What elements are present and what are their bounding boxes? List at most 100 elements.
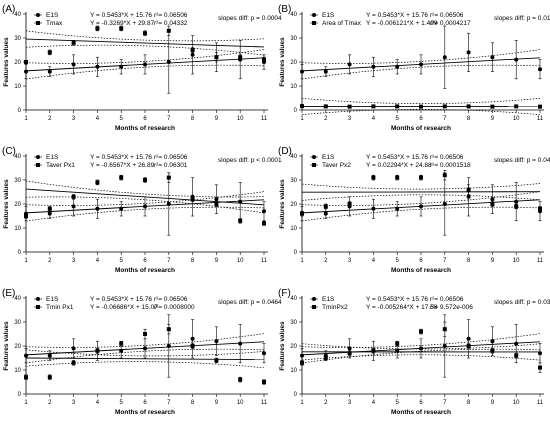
x-tick-label: 6 — [143, 258, 147, 264]
x-tick-label: 9 — [491, 400, 495, 406]
data-point-2 — [238, 55, 243, 60]
x-tick-label: 3 — [348, 258, 352, 264]
x-tick-label: 3 — [348, 116, 352, 122]
data-point-1 — [262, 351, 266, 356]
y-tick-label: 20 — [290, 60, 297, 66]
y-tick-label: 40 — [14, 12, 21, 18]
y-tick-label: 10 — [14, 226, 21, 232]
data-point-2 — [395, 104, 400, 109]
x-tick-label: 8 — [467, 116, 471, 122]
panel-letter: (E) — [2, 288, 15, 299]
data-point-1 — [490, 197, 495, 202]
ci-upper-2 — [301, 343, 541, 350]
data-point-1 — [442, 202, 447, 206]
x-tick-label: 11 — [261, 400, 268, 406]
x-tick-label: 3 — [348, 400, 352, 406]
x-tick-label: 2 — [48, 258, 52, 264]
data-point-2 — [490, 348, 495, 353]
data-point-1 — [143, 62, 147, 67]
x-tick-label: 9 — [215, 116, 219, 122]
r2-1: r²= 0.06506 — [430, 154, 464, 161]
r2-1: r²= 0.06506 — [430, 296, 464, 303]
x-tick-label: 1 — [300, 400, 304, 406]
data-point-2 — [166, 327, 171, 332]
x-tick-label: 5 — [396, 258, 400, 264]
x-tick-label: 8 — [191, 258, 195, 264]
y-tick-label: 0 — [294, 250, 298, 256]
data-point-1 — [24, 69, 28, 74]
data-point-2 — [538, 104, 542, 109]
panel-e: (E) E1S Y = 0.5453*X + 15.76 r²= 0.06506 Tmi… — [2, 288, 282, 416]
x-axis-label: Months of research — [391, 125, 451, 132]
x-tick-label: 3 — [72, 400, 76, 406]
ci-upper-2 — [25, 349, 265, 357]
data-point-1 — [95, 64, 100, 69]
panel-c: (C) E1S Y = 0.5453*X + 15.76 r²= 0.06506 Tav… — [2, 146, 282, 274]
data-point-2 — [119, 26, 124, 31]
x-tick-label: 4 — [96, 400, 100, 406]
y-tick-label: 10 — [290, 84, 297, 90]
data-point-2 — [419, 329, 423, 334]
data-point-1 — [143, 204, 147, 209]
data-point-2 — [166, 28, 171, 33]
data-point-2 — [442, 173, 447, 178]
y-tick-label: 30 — [290, 36, 297, 42]
data-point-1 — [300, 69, 304, 74]
y-tick-label: 10 — [14, 368, 21, 374]
x-tick-label: 10 — [513, 116, 520, 122]
data-point-2 — [214, 55, 219, 60]
data-point-1 — [466, 50, 471, 55]
data-point-2 — [214, 358, 219, 363]
r2-2: r²= 0.06301 — [154, 162, 188, 169]
regression-line-2 — [25, 38, 265, 48]
data-point-2 — [300, 104, 304, 109]
x-tick-label: 2 — [324, 258, 328, 264]
equation-1: Y = 0.5453*X + 15.76 — [366, 296, 428, 303]
x-tick-label: 4 — [372, 400, 376, 406]
legend-label-2: Tmin Px1 — [46, 304, 74, 311]
ci-lower-1 — [25, 64, 265, 80]
ci-lower-2 — [25, 361, 265, 369]
data-point-1 — [262, 209, 266, 214]
data-point-2 — [466, 187, 471, 192]
r2-2: r²= 0.0004217 — [430, 20, 471, 27]
y-axis-label: Features values — [279, 179, 286, 229]
y-tick-label: 0 — [294, 392, 298, 398]
data-point-1 — [71, 204, 76, 209]
x-tick-label: 4 — [372, 258, 376, 264]
data-point-2 — [347, 351, 352, 356]
data-point-2 — [300, 211, 304, 216]
x-tick-label: 9 — [215, 258, 219, 264]
data-point-2 — [47, 375, 52, 380]
legend-label-2: Area of Tmax — [322, 20, 362, 27]
data-point-2 — [300, 360, 304, 365]
x-tick-label: 10 — [513, 400, 520, 406]
y-axis-label: Features values — [3, 179, 10, 229]
x-tick-label: 8 — [467, 400, 471, 406]
y-tick-label: 0 — [18, 108, 22, 114]
data-point-1 — [442, 344, 447, 348]
data-point-2 — [95, 348, 100, 353]
x-axis-label: Months of research — [115, 267, 175, 274]
x-tick-label: 6 — [143, 400, 147, 406]
x-tick-label: 3 — [72, 116, 76, 122]
data-point-1 — [419, 62, 423, 67]
data-point-2 — [490, 202, 495, 206]
y-axis-label: Features values — [279, 37, 286, 87]
data-point-2 — [47, 50, 52, 55]
panel-b: (B) E1S Y = 0.5453*X + 15.76 r²= 0.06506 Are… — [278, 4, 550, 132]
y-tick-label: 30 — [290, 320, 297, 326]
y-tick-label: 40 — [14, 296, 21, 302]
equation-2: Y = 0.02294*X + 24.88 — [366, 162, 432, 169]
equation-1: Y = 0.5453*X + 15.76 — [366, 12, 428, 19]
data-point-2 — [24, 375, 28, 380]
x-tick-label: 6 — [143, 116, 147, 122]
data-point-2 — [323, 204, 328, 209]
data-point-1 — [347, 346, 352, 351]
data-point-2 — [442, 327, 447, 332]
y-tick-label: 20 — [14, 202, 21, 208]
data-point-2 — [514, 104, 519, 109]
legend-label-1: E1S — [46, 12, 59, 19]
y-tick-label: 30 — [14, 36, 21, 42]
data-point-2 — [95, 26, 100, 31]
